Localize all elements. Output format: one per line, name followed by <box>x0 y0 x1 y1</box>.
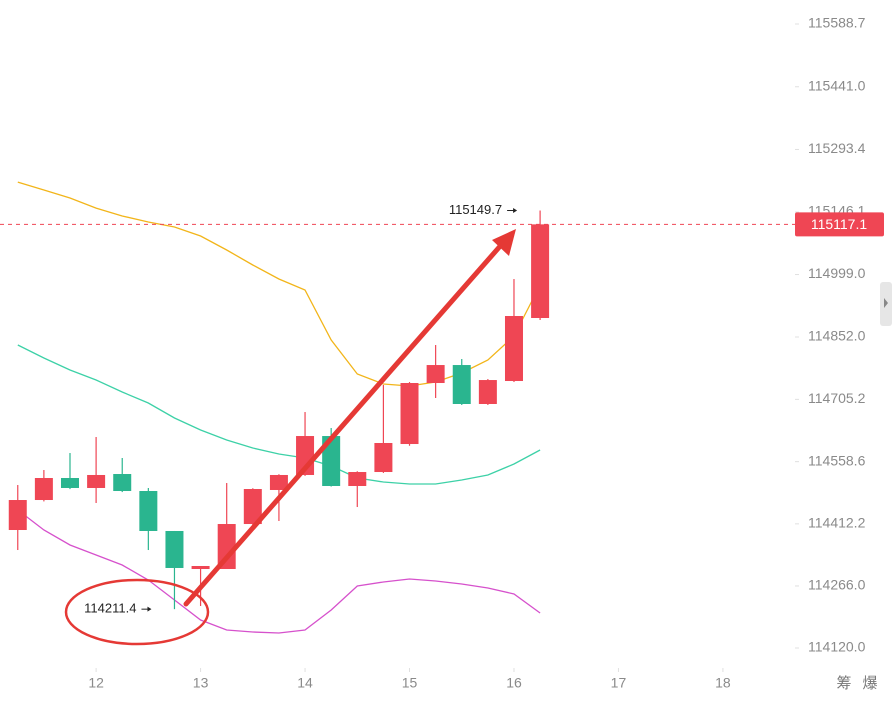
candle-body <box>348 472 367 486</box>
y-tick-label: 114558.6 <box>808 452 866 468</box>
current-price-label: 115117.1 <box>811 216 868 232</box>
candle-body <box>165 530 184 568</box>
x-tick-label: 13 <box>193 675 209 691</box>
candle-body <box>504 316 523 382</box>
plot: 115588.7115441.0115293.4115146.1114999.0… <box>0 15 884 691</box>
candle-body <box>322 436 341 486</box>
low-circle <box>64 578 210 646</box>
candle-body <box>34 478 53 501</box>
y-tick-label: 114999.0 <box>808 265 866 281</box>
candle-body <box>243 489 262 525</box>
candle-body <box>374 442 393 473</box>
candle-body <box>8 500 27 531</box>
x-tick-label: 15 <box>402 675 418 691</box>
x-tick-label: 14 <box>297 675 313 691</box>
x-tick-label: 16 <box>506 675 522 691</box>
candle-body <box>217 524 236 570</box>
handle-icon <box>884 298 888 308</box>
y-tick-label: 114120.0 <box>808 639 866 655</box>
candle-body <box>452 365 471 404</box>
x-tick-label: 18 <box>715 675 731 691</box>
y-tick-label: 115293.4 <box>808 140 866 156</box>
annotation-label: 115149.7 <box>449 202 502 217</box>
candle-body <box>139 491 158 531</box>
indicator-line <box>17 344 541 485</box>
y-tick-label: 114266.0 <box>808 577 866 593</box>
candle-body <box>531 224 550 319</box>
toolbar-button[interactable]: 爆 <box>862 675 877 692</box>
indicator-line <box>17 509 541 634</box>
candle-body <box>478 380 497 404</box>
y-tick-label: 115441.0 <box>808 77 866 93</box>
trend-arrow-head <box>492 229 516 256</box>
candle-body <box>426 365 445 384</box>
candle-body <box>60 478 79 488</box>
candle-body <box>113 474 132 492</box>
x-tick-label: 17 <box>611 675 627 691</box>
x-tick-label: 12 <box>88 675 104 691</box>
y-tick-label: 115588.7 <box>808 15 866 31</box>
trend-arrow <box>183 241 505 607</box>
candle-body <box>400 383 419 445</box>
y-tick-label: 114705.2 <box>808 390 866 406</box>
candle-body <box>191 565 210 570</box>
annotation-arrow-head <box>147 606 152 612</box>
y-tick-label: 114852.0 <box>808 328 866 344</box>
toolbar-button[interactable]: 筹 <box>836 675 851 692</box>
y-tick-label: 114412.2 <box>808 515 866 531</box>
annotation-label: 114211.4 <box>84 601 136 616</box>
annotation-arrow-head <box>513 208 518 214</box>
current-price-box <box>795 212 884 237</box>
candle-body <box>87 474 106 488</box>
candle-body <box>269 474 288 490</box>
